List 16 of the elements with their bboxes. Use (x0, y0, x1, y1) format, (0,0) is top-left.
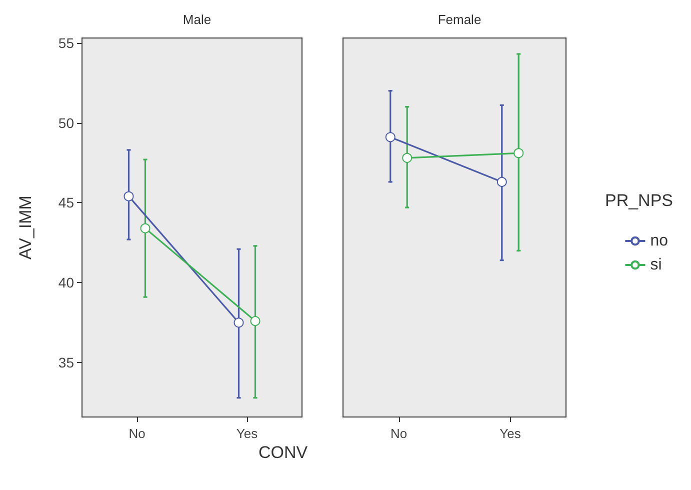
y-axis-title: AV_IMM (16, 196, 35, 260)
y-tick-label: 35 (58, 354, 74, 371)
legend-title: PR_NPS (604, 191, 674, 210)
x-tick-label: No (390, 426, 408, 441)
chart-title: Male (182, 12, 212, 27)
legend-label: no (650, 232, 668, 250)
x-tick-label: Yes (236, 426, 258, 441)
chart-title: Female (438, 12, 482, 27)
y-tick-label: 50 (58, 114, 74, 131)
y-tick-label: 55 (58, 34, 74, 51)
y-tick-label: 40 (58, 274, 74, 291)
x-tick-label: Yes (500, 426, 522, 441)
x-tick-label: No (128, 426, 146, 441)
y-tick-label: 45 (58, 194, 74, 211)
x-axis-title: CONV (257, 443, 309, 463)
legend-label: si (650, 256, 662, 274)
